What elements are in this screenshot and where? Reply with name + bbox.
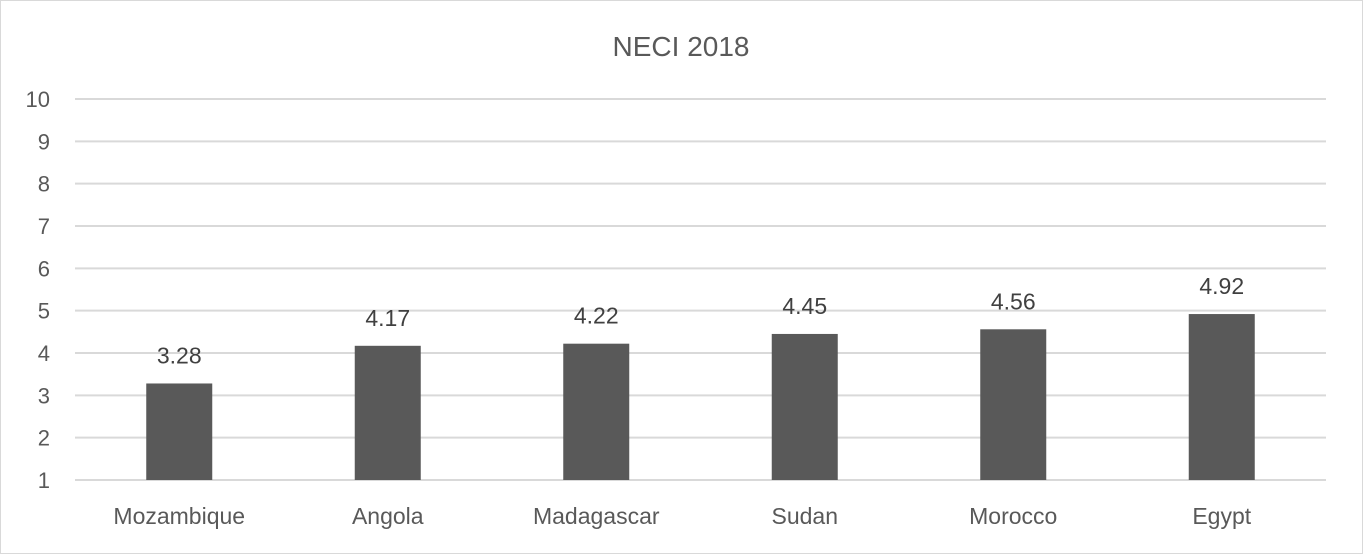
x-category-label: Egypt bbox=[1192, 503, 1251, 529]
y-tick-label: 9 bbox=[38, 129, 50, 154]
y-tick-label: 6 bbox=[38, 256, 50, 281]
bar-egypt bbox=[1188, 314, 1255, 480]
y-tick-label: 5 bbox=[38, 299, 50, 324]
x-axis-labels: Mozambique Angola Madagascar Sudan Morocco Eg… bbox=[113, 503, 1251, 529]
y-tick-label: 7 bbox=[38, 214, 50, 239]
y-tick-label: 1 bbox=[38, 468, 50, 493]
data-label-mozambique: 3.28 bbox=[157, 342, 202, 368]
bars bbox=[146, 314, 1255, 480]
y-tick-label: 3 bbox=[38, 383, 50, 408]
y-axis-ticks: 1 2 3 4 5 6 7 8 9 10 bbox=[26, 87, 50, 493]
bar-sudan bbox=[771, 333, 838, 480]
x-category-label: Morocco bbox=[969, 503, 1057, 529]
data-labels: 3.28 4.17 4.22 4.45 4.56 4.92 bbox=[157, 273, 1244, 368]
data-label-egypt: 4.92 bbox=[1199, 273, 1244, 299]
gridlines bbox=[75, 98, 1326, 481]
y-tick-label: 8 bbox=[38, 172, 50, 197]
bar-angola bbox=[354, 345, 421, 480]
y-tick-label: 2 bbox=[38, 426, 50, 451]
data-label-sudan: 4.45 bbox=[782, 293, 827, 319]
data-label-madagascar: 4.22 bbox=[574, 303, 619, 329]
chart-title: NECI 2018 bbox=[613, 31, 750, 62]
y-tick-label: 10 bbox=[26, 87, 50, 112]
x-category-label: Mozambique bbox=[113, 503, 245, 529]
x-category-label: Madagascar bbox=[533, 503, 660, 529]
bar-mozambique bbox=[146, 383, 213, 480]
x-category-label: Angola bbox=[352, 503, 424, 529]
data-label-morocco: 4.56 bbox=[991, 288, 1036, 314]
x-category-label: Sudan bbox=[771, 503, 838, 529]
y-tick-label: 4 bbox=[38, 341, 50, 366]
bar-madagascar bbox=[563, 343, 630, 480]
bar-morocco bbox=[980, 329, 1047, 480]
data-label-angola: 4.17 bbox=[365, 305, 410, 331]
